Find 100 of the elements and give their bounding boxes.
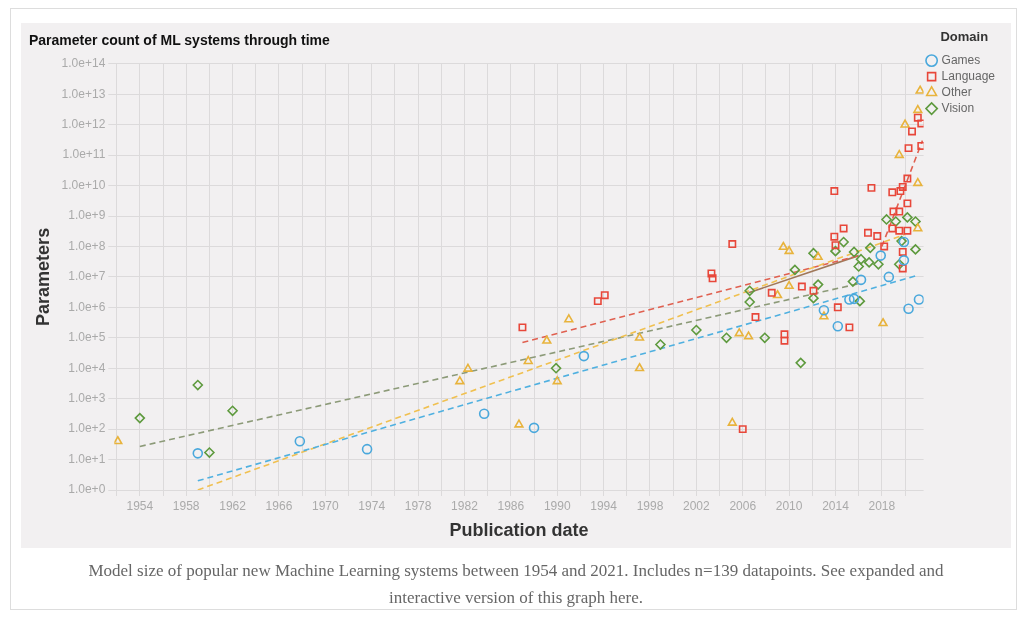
point [895,226,904,235]
point [797,282,806,291]
point [902,212,913,223]
point [893,258,905,270]
point [514,419,524,428]
point [878,317,888,327]
point [192,379,204,391]
point [134,412,146,424]
point [898,264,907,273]
point [778,241,789,251]
x-tick-label: 1970 [311,498,339,513]
y-tick-label: 1.0e+6 [68,299,106,314]
point [913,177,923,187]
x-axis-title: Publication date [449,520,589,541]
point [898,182,907,191]
point [910,244,921,255]
point [867,183,876,192]
point [780,336,789,345]
x-tick-label: 1978 [404,498,432,513]
point [593,297,602,306]
point [744,296,755,308]
point [917,141,924,150]
point [478,408,490,420]
point [759,332,771,344]
point [744,285,755,297]
point [734,328,744,337]
point [848,246,860,258]
point [655,339,666,350]
point [873,232,882,241]
y-tick-label: 1.0e+3 [68,390,106,405]
point [455,376,465,385]
point [889,207,898,216]
x-tick-label: 1954 [126,498,154,513]
point [903,174,912,183]
point [294,435,306,447]
point [795,357,807,369]
y-tick-label: 1.0e+8 [68,238,106,253]
point [542,335,552,344]
text: Model size of popular new Machine Learning systems between 1954 and 2021. Includes n=139 datapoints. See expanded and interactive version of this graph here. [87,560,945,609]
point [523,355,533,365]
y-tick-label: 1.0e+1 [68,451,106,466]
point [838,236,849,248]
x-tick-label: 2002 [683,498,711,513]
point [880,242,889,251]
point [855,274,867,286]
point [845,323,854,332]
point [915,85,924,94]
point [361,443,373,455]
y-tick-label: 1.0e+11 [62,147,106,162]
point [910,216,921,227]
point [898,247,907,256]
point [898,255,910,266]
x-tick-label: 2010 [775,498,803,513]
point [830,245,841,257]
x-tick-label: 1986 [497,498,525,513]
point [875,250,887,261]
point [848,293,860,305]
point [903,303,914,315]
x-tick-label: 1994 [590,498,618,513]
point [847,276,859,287]
point [728,240,737,249]
point [743,331,754,340]
x-tick-label: 2018 [868,498,896,513]
x-tick-label: 2006 [729,498,757,513]
point [839,224,848,233]
point [738,425,747,434]
x-tick-label: 1966 [265,498,293,513]
point [721,332,732,344]
point [863,257,875,268]
point [863,228,872,237]
point [552,376,562,385]
point [855,253,867,265]
point [913,294,924,305]
x-tick-label: 1982 [451,498,479,513]
point [883,271,895,283]
point [727,417,737,426]
point [903,199,912,208]
x-tick-label: 1974 [358,498,386,513]
y-axis-title: Parameters [32,227,53,326]
y-tick-label: 1.0e+7 [68,269,106,284]
y-tick-label: 1.0e+10 [61,177,106,192]
legend-label: Other [941,84,972,99]
x-tick-label: 1998 [636,498,664,513]
point [853,261,864,272]
point [772,289,783,299]
point [895,207,904,216]
point [913,113,922,122]
y-tick-label: 1.0e+0 [68,482,106,497]
point [873,258,884,270]
point [578,350,590,362]
point [917,119,924,128]
point [634,362,645,372]
x-tick-label: 2014 [822,498,850,513]
point [707,269,716,278]
point [634,332,645,341]
x-tick-label: 1990 [543,498,571,513]
point [227,405,238,417]
point [808,247,819,259]
point [832,320,844,332]
point [564,314,574,323]
